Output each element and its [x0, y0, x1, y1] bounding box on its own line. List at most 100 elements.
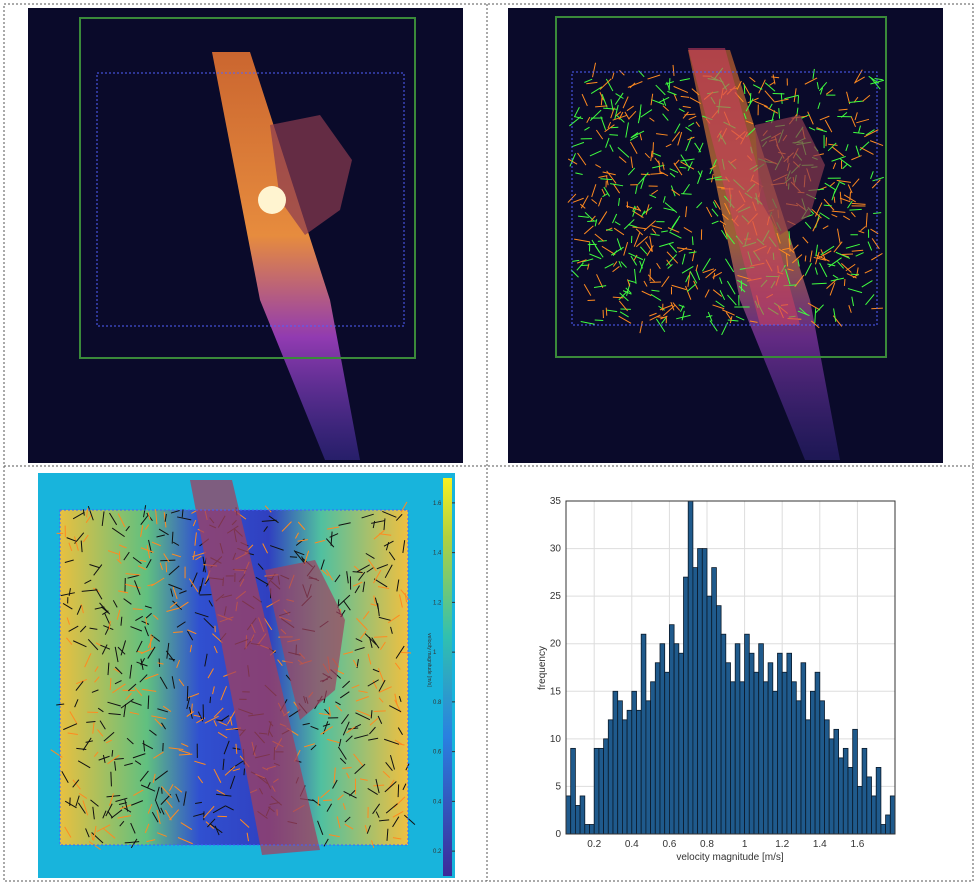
bar — [613, 691, 618, 834]
velocity-field-image: velocity magnitude [m/s] — [38, 473, 455, 878]
colorbar-tick-label: 1.2 — [433, 600, 442, 606]
colorbar-tick-label: 1.4 — [433, 551, 442, 557]
vector-arrow — [148, 696, 149, 709]
bar — [637, 710, 642, 834]
bar — [754, 672, 759, 834]
bar — [585, 824, 590, 834]
bar — [749, 653, 754, 834]
bar — [731, 682, 736, 834]
bar — [599, 748, 604, 834]
vector-arrow — [401, 652, 411, 653]
vector-arrow — [641, 174, 650, 175]
bar — [566, 796, 571, 834]
bar — [590, 824, 595, 834]
bar — [660, 644, 665, 834]
bar — [698, 549, 703, 834]
vector-arrow — [826, 137, 827, 146]
y-tick-label: 20 — [550, 639, 562, 650]
bar — [872, 796, 877, 834]
x-axis-label: velocity magnitude [m/s] — [676, 852, 783, 863]
bar — [839, 758, 844, 834]
bar — [782, 672, 787, 834]
y-axis-label: frequency — [537, 646, 548, 690]
bar — [726, 663, 731, 834]
histogram: velocity magnitude [m/s] frequency 05101… — [537, 496, 895, 863]
bar — [768, 663, 773, 834]
vector-arrow — [851, 274, 859, 275]
bar — [740, 682, 745, 834]
bar — [853, 729, 858, 834]
x-tick-label: 1.4 — [813, 839, 827, 850]
vector-arrow — [844, 279, 845, 286]
bar — [825, 720, 830, 834]
bar — [669, 625, 674, 834]
bar — [655, 663, 660, 834]
colorbar-tick-label: 0.8 — [433, 700, 442, 706]
bar — [848, 767, 853, 834]
bar — [702, 549, 707, 834]
bar — [684, 577, 689, 834]
colorbar-tick-label: 0.6 — [433, 750, 442, 756]
bar — [716, 606, 721, 834]
vector-arrow — [606, 308, 607, 316]
vector-arrow — [166, 562, 167, 572]
vector-arrow — [374, 637, 387, 638]
vector-arrow — [111, 772, 112, 787]
bar — [810, 691, 815, 834]
bar — [787, 653, 792, 834]
vector-arrow — [681, 194, 691, 195]
bar — [571, 748, 576, 834]
colorbar-tick-label: 0.4 — [433, 799, 442, 805]
bar — [693, 568, 698, 834]
bar — [575, 805, 580, 834]
bar — [646, 701, 651, 834]
vector-arrow — [374, 711, 386, 712]
bar — [867, 777, 872, 834]
vector-arrow — [244, 769, 245, 776]
bar — [594, 748, 599, 834]
vector-arrow — [318, 796, 319, 805]
bar — [857, 786, 862, 834]
vector-arrow — [112, 750, 113, 757]
bar — [627, 710, 632, 834]
y-tick-label: 5 — [555, 781, 561, 792]
bar — [580, 796, 585, 834]
vector-arrow — [609, 135, 618, 136]
vector-arrow — [187, 686, 188, 701]
bar — [608, 720, 613, 834]
x-tick-label: 1.6 — [850, 839, 864, 850]
bar — [735, 644, 740, 834]
bar — [641, 634, 646, 834]
bar — [773, 691, 778, 834]
vector-arrow — [850, 192, 851, 201]
vector-arrow — [744, 84, 745, 94]
y-tick-label: 15 — [550, 686, 562, 697]
colorbar-tick-label: 0.2 — [433, 849, 442, 855]
bar — [745, 634, 750, 834]
bar — [801, 663, 806, 834]
bar — [707, 596, 712, 834]
bar — [792, 682, 797, 834]
bar — [763, 682, 768, 834]
bar — [820, 701, 825, 834]
bar — [829, 739, 834, 834]
vector-arrow — [587, 221, 596, 222]
bar — [862, 748, 867, 834]
vector-arrow — [805, 256, 806, 262]
bar — [679, 653, 684, 834]
bar — [890, 796, 895, 834]
vector-arrow — [110, 678, 111, 690]
bar — [622, 720, 627, 834]
bar — [881, 824, 886, 834]
bar — [688, 501, 693, 834]
bar — [759, 644, 764, 834]
bar — [604, 739, 609, 834]
bar — [834, 729, 839, 834]
x-tick-label: 0.4 — [625, 839, 639, 850]
vector-arrow — [172, 532, 173, 544]
y-tick-label: 30 — [550, 544, 562, 555]
bar — [712, 568, 717, 834]
x-tick-label: 0.2 — [587, 839, 601, 850]
colorbar — [443, 478, 452, 876]
x-tick-label: 1.2 — [775, 839, 789, 850]
